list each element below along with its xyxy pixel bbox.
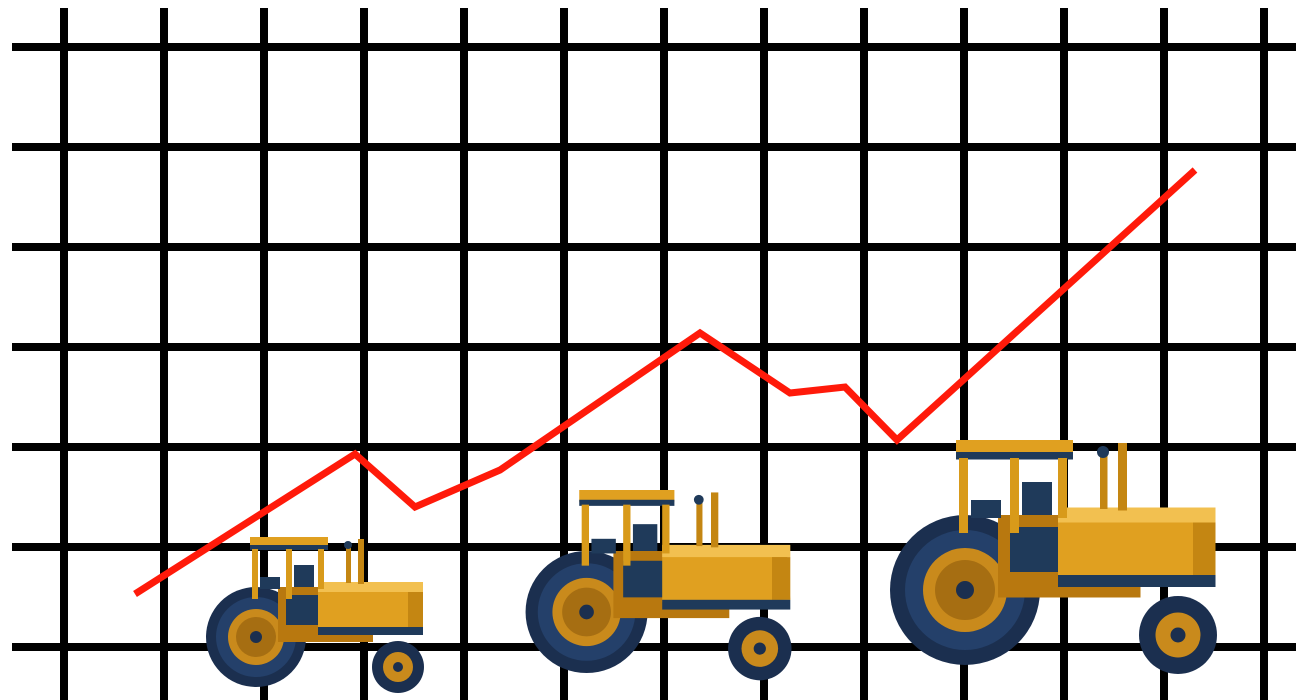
line: [133, 167, 1198, 597]
plot: [133, 167, 1198, 597]
grid: [12, 8, 1296, 700]
tractor-small: [206, 537, 424, 693]
